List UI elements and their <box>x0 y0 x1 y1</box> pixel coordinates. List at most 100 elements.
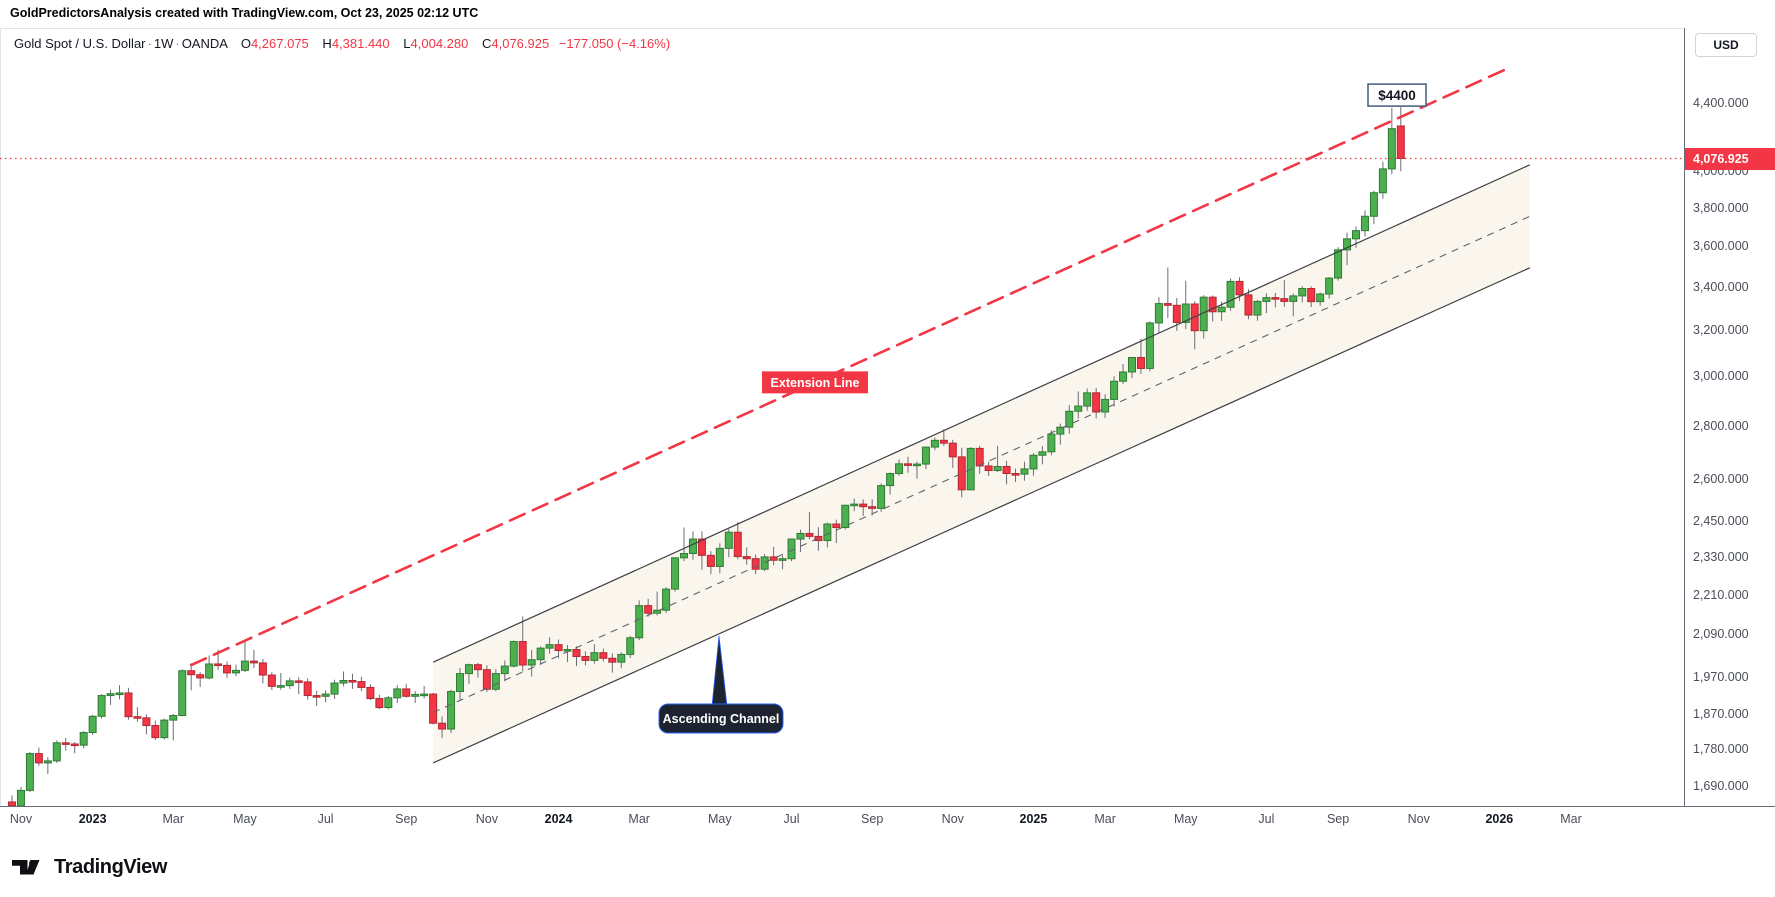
candle-down <box>984 465 993 472</box>
symbol-title[interactable]: Gold Spot / U.S. Dollar <box>14 36 146 51</box>
price-axis-label: 1,870.000 <box>1693 706 1749 721</box>
candle-up <box>1352 230 1360 240</box>
candle-up <box>43 760 52 764</box>
candle-up <box>1289 295 1298 302</box>
candle-up <box>653 609 662 614</box>
candle-up <box>912 463 921 467</box>
candle-down <box>948 442 957 458</box>
candle-down <box>8 801 16 806</box>
candle-up <box>1083 392 1092 407</box>
time-axis[interactable]: Nov 2023 Mar May Jul Sep Nov 2024 Mar May Jul Sep No… <box>0 806 1775 833</box>
candle-down <box>554 644 563 652</box>
ascending-channel-callout[interactable]: Ascending Channel <box>658 635 784 734</box>
tradingview-logo[interactable]: TradingView <box>12 856 167 879</box>
candle-down <box>957 456 966 491</box>
candle-up <box>1119 371 1128 382</box>
price-target-label[interactable]: $4400 <box>1367 83 1427 107</box>
time-axis-month-label: Mar <box>1560 812 1582 826</box>
candle-up <box>1154 303 1163 324</box>
candle-down <box>1092 392 1101 413</box>
candle-down <box>733 531 742 558</box>
candle-up <box>671 557 680 590</box>
candle-up <box>1145 322 1154 369</box>
price-axis-label: 1,690.000 <box>1693 779 1749 793</box>
candle-up <box>662 588 671 611</box>
candle-up <box>536 647 545 661</box>
price-axis-label: 1,780.000 <box>1693 741 1749 756</box>
candle-down <box>599 652 608 659</box>
candle-down <box>1002 465 1011 475</box>
time-axis-month-label: Nov <box>941 812 964 826</box>
time-axis-year-label: 2023 <box>78 812 107 826</box>
candle-up <box>330 682 339 695</box>
candle-down <box>1208 296 1217 313</box>
last-price-tag: 4,076.925 <box>1685 147 1775 170</box>
time-axis-month-label: Mar <box>1094 812 1116 826</box>
exchange-label[interactable]: OANDA <box>181 36 228 51</box>
time-axis-month-label: Nov <box>9 812 33 826</box>
candle-down <box>133 716 142 719</box>
extension-line-label-box <box>762 371 868 394</box>
candle-up <box>1343 238 1352 251</box>
candle-down <box>805 532 814 537</box>
candle-down <box>697 538 706 556</box>
price-axis-label: 3,400.000 <box>1693 280 1749 295</box>
candle-down <box>1163 303 1172 306</box>
candle-down <box>939 439 948 444</box>
price-axis-label: 3,000.000 <box>1693 369 1749 384</box>
candle-down <box>1172 304 1181 323</box>
channel-upper-line <box>432 164 1531 663</box>
interval-label[interactable]: 1W <box>153 36 174 51</box>
candle-up <box>617 653 626 663</box>
candle-up <box>1298 288 1307 297</box>
candle-up <box>464 664 473 675</box>
candle-up <box>886 473 895 487</box>
candlestick-chart[interactable]: Extension Line Ascending Channel $4400 <box>0 28 1683 806</box>
candle-up <box>115 692 124 696</box>
candle-up <box>1029 454 1038 470</box>
time-axis-month-label: Sep <box>1326 812 1350 826</box>
candle-up <box>1074 405 1083 412</box>
candle-up <box>384 697 393 709</box>
time-axis-month-label: Sep <box>395 812 418 826</box>
candle-up <box>1262 297 1271 302</box>
candle-up <box>1217 306 1226 313</box>
tradingview-logo-icon <box>12 860 40 875</box>
time-axis-month-label: Jul <box>317 812 334 826</box>
candle-down <box>34 753 43 764</box>
time-axis-year-label: 2025 <box>1019 812 1048 826</box>
extension-line-label-text: Extension Line <box>771 376 860 390</box>
extension-line-label[interactable]: Extension Line <box>762 371 868 394</box>
candle-up <box>841 504 850 529</box>
candle-up <box>1101 398 1110 413</box>
currency-toggle[interactable]: USD <box>1695 33 1757 57</box>
price-target-text: $4400 <box>1378 88 1416 103</box>
ohlc-low: L4,004.280 <box>403 36 469 51</box>
time-axis-month-label: May <box>233 812 257 826</box>
ohlc-open: O4,267.075 <box>240 36 309 51</box>
candle-down <box>482 669 491 690</box>
candle-up <box>850 503 859 507</box>
candle-up <box>1325 277 1334 295</box>
candle-down <box>608 657 617 663</box>
candle-up <box>106 693 115 697</box>
candle-up <box>1056 426 1065 435</box>
price-axis-label: 2,600.000 <box>1693 471 1749 486</box>
candle-up <box>921 446 930 465</box>
candle-up <box>205 663 214 679</box>
price-axis-label: 2,330.000 <box>1693 549 1749 564</box>
channel-lower-line <box>432 267 1531 764</box>
candle-up <box>1369 192 1378 217</box>
candle-up <box>500 665 509 675</box>
candle-down <box>258 662 267 676</box>
candle-up <box>160 719 169 739</box>
attribution-text: GoldPredictorsAnalysis created with Trad… <box>10 6 479 20</box>
extension-line <box>189 66 1510 667</box>
price-axis[interactable]: USD 4,400.000 4,000.000 3,800.000 3,600.000… <box>1684 28 1775 833</box>
price-axis-label: 1,970.000 <box>1693 669 1749 684</box>
symbol-bar[interactable]: Gold Spot / U.S. Dollar · 1W · OANDA O4,267.… <box>14 36 670 51</box>
candle-down <box>1280 298 1289 302</box>
candle-down <box>142 717 151 727</box>
price-axis-label: 4,400.000 <box>1693 96 1749 111</box>
candle-up <box>1065 410 1074 428</box>
